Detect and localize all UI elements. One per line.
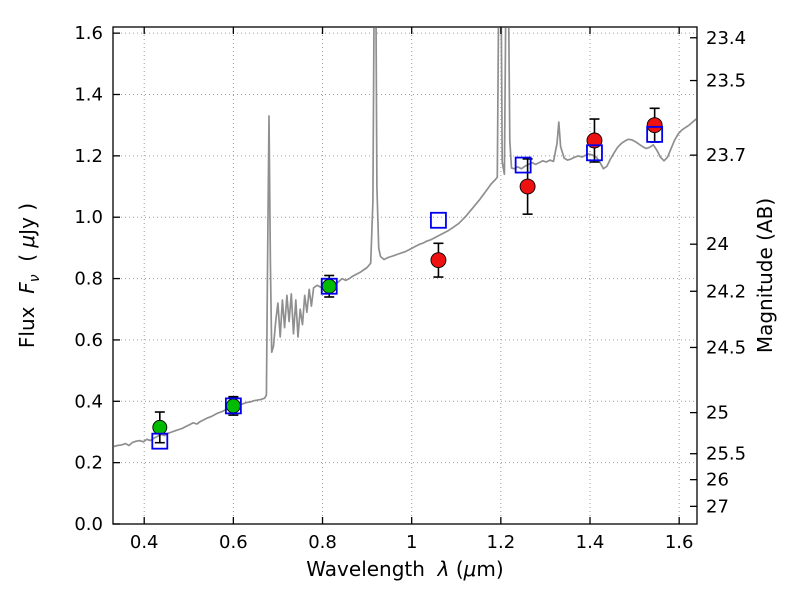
red-circles-point [586,132,603,149]
blue-open-squares [151,125,664,450]
y-tick-label-right: 25 [706,403,729,424]
red-circles-point [519,178,536,195]
blue-open-squares-point [586,144,603,162]
tick-marks [113,27,697,525]
y-tick-label-right: 24.2 [706,281,746,302]
y-tick-label-right: 26 [706,470,729,491]
y-tick-label-left: 0.8 [74,269,103,290]
blue-open-squares-point [151,432,169,450]
y-tick-label-right: 24 [706,234,729,255]
y-tick-label-right: 23.7 [706,145,746,166]
blue-open-squares-point [320,277,338,295]
y-tick-label-left: 0.0 [74,514,103,535]
x-tick-label: 0.4 [130,532,159,553]
y-tick-label-right: 23.5 [706,71,746,92]
y-tick-label-left: 1.4 [74,84,103,105]
blue-open-squares-point [430,211,447,229]
y-tick-label-right: 23.4 [706,28,746,49]
y-tick-label-left: 1.6 [74,23,103,44]
x-tick-label: 0.6 [219,532,248,553]
red-circles-point [430,252,447,269]
x-tick-label: 1 [406,532,417,553]
blue-open-squares-point [224,397,242,415]
axes-frame [112,26,698,525]
red-circles-point [646,117,663,134]
green-circles-point [152,419,168,435]
plot-background [113,27,697,524]
y-tick-label-right: 27 [706,496,729,517]
y-tick-label-left: 0.2 [74,453,103,474]
green-circles-point [321,278,337,294]
x-axis-label: Wavelength λ (μm) [306,557,503,581]
y-tick-label-right: 25.5 [706,444,746,465]
y-axis-label-left: Flux Fν ( μJy ) [15,203,43,348]
x-tick-label: 1.2 [487,532,516,553]
y-tick-label-right: 24.5 [706,337,746,358]
y-tick-label-left: 0.6 [74,330,103,351]
tick-labels: 0.4 0.6 0.8 1 1.2 1.4 1.6 0.0 0.2 0.4 0.6 0.8 1.0 1.2… [74,23,746,553]
y-tick-label-left: 0.4 [74,391,103,412]
green-circles [152,278,337,435]
green-circles-point [225,398,241,414]
x-tick-label: 1.4 [576,532,605,553]
y-axis-label-right: Magnitude (AB) [753,198,777,353]
y-tick-label-left: 1.2 [74,146,103,167]
x-tick-label: 1.6 [665,532,694,553]
red-circles [430,117,663,269]
x-tick-label: 0.8 [308,532,337,553]
spectrum-line [114,28,696,448]
y-tick-label-left: 1.0 [74,207,103,228]
blue-open-squares-point [646,125,664,143]
blue-open-squares-point [514,156,532,174]
